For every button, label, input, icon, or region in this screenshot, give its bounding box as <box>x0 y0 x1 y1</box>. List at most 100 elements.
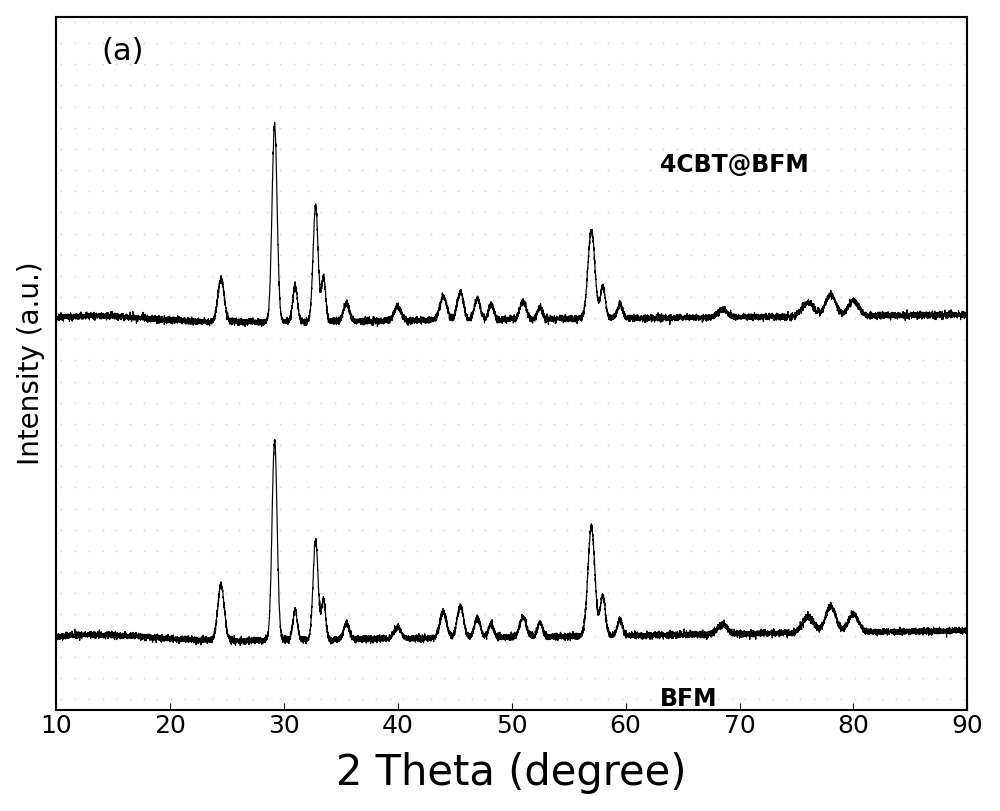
Point <box>477 397 493 410</box>
Point <box>929 100 945 113</box>
Point <box>53 311 69 324</box>
Point <box>847 502 863 515</box>
Point <box>778 164 794 177</box>
Point <box>505 439 521 452</box>
Point <box>354 672 370 684</box>
Point <box>313 269 329 282</box>
Point <box>532 502 548 515</box>
Point <box>874 269 890 282</box>
Point <box>231 629 247 642</box>
Point <box>683 523 699 536</box>
Point <box>491 311 507 324</box>
Point <box>724 100 740 113</box>
Point <box>272 523 288 536</box>
Point <box>518 544 534 557</box>
Point <box>395 397 411 410</box>
Point <box>286 629 302 642</box>
Point <box>505 375 521 388</box>
Point <box>956 248 972 261</box>
Point <box>81 629 97 642</box>
Point <box>190 672 206 684</box>
Point <box>300 100 316 113</box>
Point <box>108 608 124 621</box>
Point <box>833 15 849 28</box>
Point <box>81 290 97 303</box>
Point <box>436 418 452 431</box>
Point <box>792 143 808 156</box>
Point <box>259 143 275 156</box>
Point <box>901 269 917 282</box>
Point <box>683 15 699 28</box>
Point <box>245 586 261 599</box>
Point <box>259 79 275 92</box>
Point <box>450 460 466 473</box>
Point <box>450 397 466 410</box>
Point <box>724 36 740 49</box>
Point <box>177 608 193 621</box>
Point <box>655 586 671 599</box>
Point <box>642 397 658 410</box>
Point <box>587 290 603 303</box>
Point <box>751 375 767 388</box>
Point <box>53 354 69 367</box>
Point <box>163 481 179 494</box>
Point <box>587 269 603 282</box>
Point <box>354 36 370 49</box>
Point <box>122 206 138 219</box>
Point <box>806 523 822 536</box>
Point <box>559 36 575 49</box>
Point <box>505 227 521 240</box>
Point <box>368 397 384 410</box>
Point <box>505 586 521 599</box>
Point <box>518 206 534 219</box>
Point <box>67 290 83 303</box>
Point <box>642 58 658 71</box>
Point <box>122 36 138 49</box>
Point <box>95 586 111 599</box>
Point <box>108 354 124 367</box>
Point <box>833 481 849 494</box>
Point <box>313 354 329 367</box>
Point <box>313 523 329 536</box>
Point <box>929 397 945 410</box>
Point <box>642 206 658 219</box>
Point <box>300 164 316 177</box>
Point <box>53 206 69 219</box>
Point <box>259 544 275 557</box>
Point <box>669 397 685 410</box>
Point <box>163 58 179 71</box>
Point <box>683 100 699 113</box>
Point <box>696 206 712 219</box>
Point <box>300 206 316 219</box>
Point <box>600 100 616 113</box>
Point <box>231 523 247 536</box>
Point <box>245 693 261 706</box>
Point <box>259 100 275 113</box>
Point <box>450 629 466 642</box>
Point <box>587 650 603 663</box>
Point <box>546 269 562 282</box>
Point <box>628 206 644 219</box>
Point <box>313 227 329 240</box>
Point <box>272 79 288 92</box>
Point <box>942 650 958 663</box>
Point <box>163 629 179 642</box>
Point <box>929 481 945 494</box>
Point <box>286 100 302 113</box>
Point <box>765 206 781 219</box>
Point <box>464 248 480 261</box>
Point <box>587 481 603 494</box>
Point <box>669 586 685 599</box>
Point <box>327 354 343 367</box>
Point <box>901 565 917 578</box>
Point <box>860 311 876 324</box>
Point <box>806 439 822 452</box>
Point <box>724 481 740 494</box>
Point <box>600 58 616 71</box>
Point <box>423 375 439 388</box>
Point <box>901 397 917 410</box>
Point <box>778 185 794 198</box>
Point <box>231 650 247 663</box>
Point <box>382 206 398 219</box>
Point <box>505 333 521 345</box>
